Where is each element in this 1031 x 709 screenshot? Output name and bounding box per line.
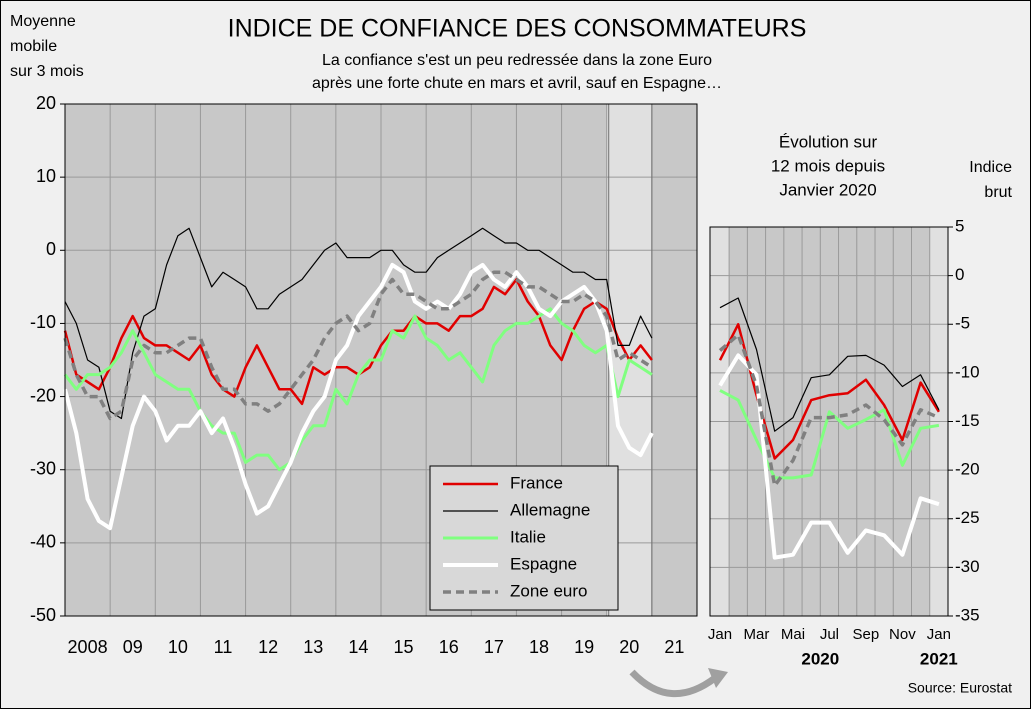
x-tick-label: 15: [394, 637, 414, 657]
y-tick-label: 5: [955, 216, 964, 235]
panel-title: Évolution sur: [779, 132, 878, 151]
y-tick-label: -20: [955, 460, 980, 479]
plot-frame: [709, 226, 949, 617]
x-tick-label: Jan: [708, 626, 732, 643]
x-tick-label: 10: [168, 637, 188, 657]
series-line: [718, 323, 940, 460]
series-line: [719, 389, 940, 480]
y-tick-label: -10: [955, 362, 980, 381]
x-tick-label: 20: [619, 637, 639, 657]
series-line: [63, 262, 654, 531]
series-line: [718, 353, 940, 560]
y-label: mobile: [10, 38, 57, 55]
x-tick-label: Jul: [820, 626, 839, 643]
panel-title: 12 mois depuis: [771, 156, 885, 175]
source: Source: Eurostat: [908, 680, 1012, 696]
x-tick-label: 11: [214, 637, 233, 657]
x-tick-label: Mai: [781, 626, 805, 643]
chart-title: INDICE DE CONFIANCE DES CONSOMMATEURS: [228, 15, 807, 43]
panel-title: Janvier 2020: [779, 180, 876, 199]
x-tick-label: 16: [439, 637, 459, 657]
y-tick-label: -10: [30, 312, 56, 332]
y-label: Moyenne: [10, 13, 76, 30]
y-tick-label: 0: [46, 239, 56, 259]
subtitle: La confiance s'est un peu redressée dans…: [322, 52, 712, 69]
x-tick-label: 2008: [68, 637, 108, 657]
y-tick-label: 10: [36, 166, 56, 186]
y-tick-label: -30: [30, 458, 56, 478]
y-label: sur 3 mois: [10, 63, 84, 80]
x-tick-label: Sep: [853, 626, 880, 643]
year-label: 2021: [920, 649, 958, 668]
series-line: [63, 270, 653, 421]
y-tick-label: -40: [30, 532, 56, 552]
y-label: brut: [984, 184, 1012, 201]
y-tick-label: 0: [955, 265, 964, 284]
x-tick-label: Mar: [744, 626, 770, 643]
arrow-head: [708, 668, 728, 688]
plot-frame: [64, 103, 698, 617]
x-tick-label: 13: [303, 637, 323, 657]
x-tick-label: 18: [529, 637, 549, 657]
legend-label: Italie: [510, 527, 546, 546]
y-tick-label: 20: [36, 93, 56, 113]
x-tick-label: 12: [258, 637, 278, 657]
legend-label: Allemagne: [510, 500, 590, 519]
arrow: [629, 669, 718, 698]
y-tick-label: -25: [955, 508, 980, 527]
y-tick-label: -20: [30, 385, 56, 405]
y-tick-label: -50: [30, 605, 56, 625]
series-line: [719, 297, 940, 432]
y-label: Indice: [969, 159, 1012, 176]
x-tick-label: 17: [484, 637, 504, 657]
subtitle: après une forte chute en mars et avril, …: [312, 75, 722, 92]
legend-label: Espagne: [510, 554, 577, 573]
y-tick-label: -30: [955, 557, 980, 576]
legend-label: France: [510, 473, 563, 492]
series-line: [718, 333, 940, 488]
y-tick-label: -35: [955, 605, 980, 624]
x-tick-label: 19: [574, 637, 594, 657]
y-tick-label: -5: [955, 314, 970, 333]
x-tick-label: 14: [348, 637, 368, 657]
x-tick-label: 09: [123, 637, 143, 657]
year-label: 2020: [801, 649, 839, 668]
series-line: [64, 227, 653, 420]
legend-label: Zone euro: [510, 581, 588, 600]
x-tick-label: 21: [664, 637, 684, 657]
x-tick-label: Jan: [927, 626, 951, 643]
y-tick-label: -15: [955, 411, 980, 430]
x-tick-label: Nov: [889, 626, 916, 643]
